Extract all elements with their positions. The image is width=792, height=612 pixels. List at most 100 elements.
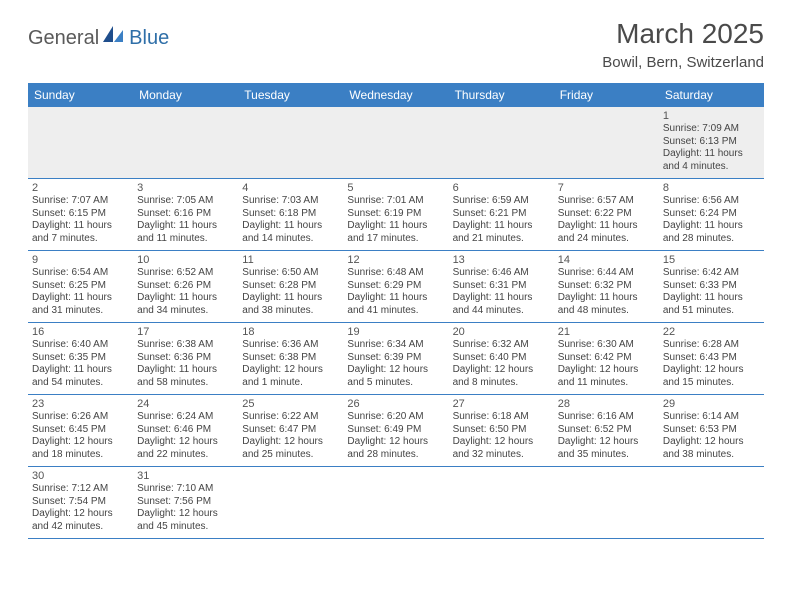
day-info-line: Daylight: 12 hours [663,364,760,377]
empty-cell [449,467,554,538]
day-cell: 20Sunrise: 6:32 AMSunset: 6:40 PMDayligh… [449,323,554,394]
day-info-line: Sunset: 6:25 PM [32,280,129,293]
empty-cell [343,467,448,538]
day-info-line: and 11 minutes. [558,377,655,390]
weekday-label: Wednesday [343,83,448,107]
day-cell: 10Sunrise: 6:52 AMSunset: 6:26 PMDayligh… [133,251,238,322]
empty-cell [659,467,764,538]
day-number: 6 [453,182,550,194]
day-info-line: Sunrise: 6:18 AM [453,411,550,424]
day-info-line: and 45 minutes. [137,521,234,534]
day-info-line: Sunrise: 7:07 AM [32,195,129,208]
day-info-line: Sunset: 6:45 PM [32,424,129,437]
day-number: 22 [663,326,760,338]
day-info-line: Daylight: 11 hours [663,148,760,161]
day-cell: 22Sunrise: 6:28 AMSunset: 6:43 PMDayligh… [659,323,764,394]
empty-cell [554,107,659,178]
day-cell: 21Sunrise: 6:30 AMSunset: 6:42 PMDayligh… [554,323,659,394]
day-number: 19 [347,326,444,338]
day-cell: 3Sunrise: 7:05 AMSunset: 6:16 PMDaylight… [133,179,238,250]
day-info-line: Sunset: 6:46 PM [137,424,234,437]
week-row: 16Sunrise: 6:40 AMSunset: 6:35 PMDayligh… [28,323,764,395]
day-info-line: Daylight: 12 hours [137,508,234,521]
day-number: 7 [558,182,655,194]
day-info-line: Sunrise: 6:59 AM [453,195,550,208]
day-info-line: Daylight: 12 hours [663,436,760,449]
day-info-line: Sunrise: 6:36 AM [242,339,339,352]
day-number: 11 [242,254,339,266]
day-info-line: Sunrise: 6:34 AM [347,339,444,352]
day-info-line: Sunrise: 6:30 AM [558,339,655,352]
day-info-line: Sunset: 6:52 PM [558,424,655,437]
day-cell: 24Sunrise: 6:24 AMSunset: 6:46 PMDayligh… [133,395,238,466]
day-number: 27 [453,398,550,410]
day-info-line: and 25 minutes. [242,449,339,462]
day-cell: 7Sunrise: 6:57 AMSunset: 6:22 PMDaylight… [554,179,659,250]
day-number: 18 [242,326,339,338]
day-info-line: Sunrise: 6:26 AM [32,411,129,424]
day-info-line: and 35 minutes. [558,449,655,462]
day-info-line: Sunrise: 6:56 AM [663,195,760,208]
day-info-line: Sunrise: 6:20 AM [347,411,444,424]
day-info-line: and 41 minutes. [347,305,444,318]
day-number: 5 [347,182,444,194]
day-number: 28 [558,398,655,410]
weekday-label: Monday [133,83,238,107]
day-info-line: and 24 minutes. [558,233,655,246]
weekday-label: Saturday [659,83,764,107]
day-info-line: and 51 minutes. [663,305,760,318]
day-info-line: Sunset: 6:31 PM [453,280,550,293]
day-info-line: Sunrise: 6:38 AM [137,339,234,352]
day-info-line: Sunset: 6:39 PM [347,352,444,365]
day-number: 26 [347,398,444,410]
day-info-line: and 32 minutes. [453,449,550,462]
day-info-line: Daylight: 11 hours [137,220,234,233]
day-info-line: Daylight: 12 hours [137,436,234,449]
weekday-label: Friday [554,83,659,107]
day-info-line: Daylight: 11 hours [32,364,129,377]
calendar: Sunday Monday Tuesday Wednesday Thursday… [28,83,764,539]
day-info-line: and 34 minutes. [137,305,234,318]
day-info-line: Sunset: 6:33 PM [663,280,760,293]
day-info-line: and 31 minutes. [32,305,129,318]
day-number: 29 [663,398,760,410]
day-info-line: Sunrise: 6:14 AM [663,411,760,424]
day-info-line: Daylight: 11 hours [558,292,655,305]
day-number: 23 [32,398,129,410]
day-cell: 29Sunrise: 6:14 AMSunset: 6:53 PMDayligh… [659,395,764,466]
day-info-line: and 15 minutes. [663,377,760,390]
day-info-line: and 21 minutes. [453,233,550,246]
day-info-line: Daylight: 11 hours [242,292,339,305]
day-cell: 9Sunrise: 6:54 AMSunset: 6:25 PMDaylight… [28,251,133,322]
empty-cell [554,467,659,538]
day-number: 31 [137,470,234,482]
weekday-label: Sunday [28,83,133,107]
day-number: 25 [242,398,339,410]
day-cell: 27Sunrise: 6:18 AMSunset: 6:50 PMDayligh… [449,395,554,466]
day-info-line: Sunset: 6:26 PM [137,280,234,293]
day-cell: 31Sunrise: 7:10 AMSunset: 7:56 PMDayligh… [133,467,238,538]
day-info-line: Sunrise: 7:01 AM [347,195,444,208]
day-info-line: Sunset: 7:54 PM [32,496,129,509]
day-info-line: Sunset: 6:50 PM [453,424,550,437]
day-info-line: Daylight: 12 hours [242,364,339,377]
day-info-line: Sunset: 6:32 PM [558,280,655,293]
day-info-line: Daylight: 12 hours [242,436,339,449]
day-number: 21 [558,326,655,338]
day-info-line: Daylight: 11 hours [137,364,234,377]
day-info-line: Sunset: 6:16 PM [137,208,234,221]
day-cell: 2Sunrise: 7:07 AMSunset: 6:15 PMDaylight… [28,179,133,250]
day-info-line: Daylight: 12 hours [347,436,444,449]
day-info-line: Sunset: 6:53 PM [663,424,760,437]
day-info-line: Sunset: 6:38 PM [242,352,339,365]
day-info-line: Daylight: 12 hours [453,364,550,377]
day-info-line: and 54 minutes. [32,377,129,390]
weekday-header: Sunday Monday Tuesday Wednesday Thursday… [28,83,764,107]
day-info-line: Sunrise: 6:42 AM [663,267,760,280]
day-info-line: and 58 minutes. [137,377,234,390]
day-info-line: Daylight: 11 hours [453,220,550,233]
day-cell: 25Sunrise: 6:22 AMSunset: 6:47 PMDayligh… [238,395,343,466]
day-info-line: and 14 minutes. [242,233,339,246]
day-number: 15 [663,254,760,266]
day-cell: 14Sunrise: 6:44 AMSunset: 6:32 PMDayligh… [554,251,659,322]
